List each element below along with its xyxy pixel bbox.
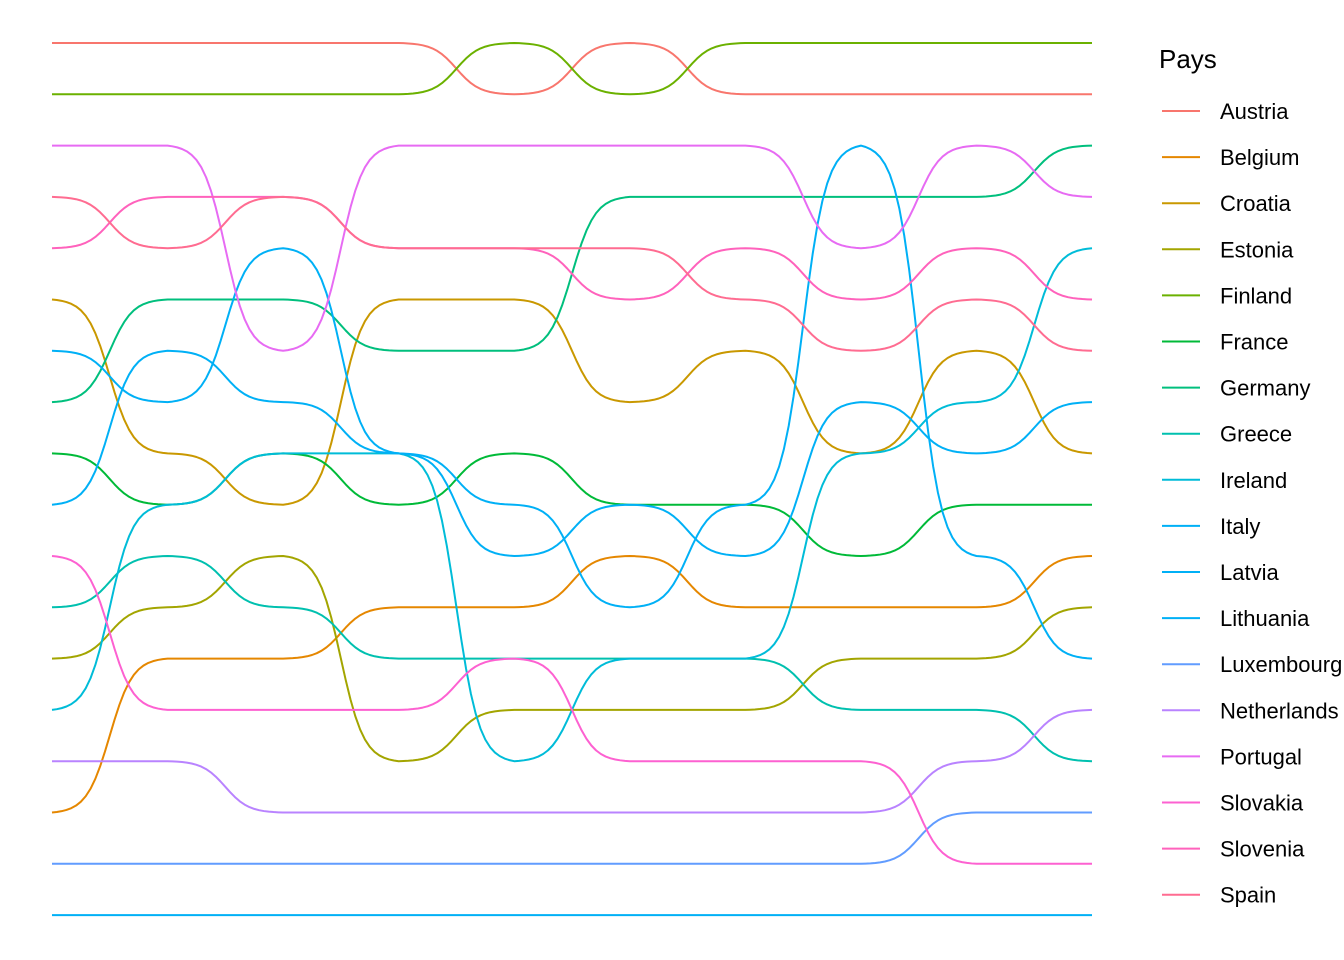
legend-label: Luxembourg [1220, 652, 1342, 677]
legend-item-france: France [1162, 330, 1288, 355]
legend-item-germany: Germany [1162, 376, 1310, 401]
legend-item-spain: Spain [1162, 883, 1276, 908]
legend-label: Finland [1220, 283, 1292, 308]
legend-label: Germany [1220, 376, 1310, 401]
series-line-greece [51, 555, 1093, 763]
legend-item-portugal: Portugal [1162, 744, 1302, 769]
legend-item-austria: Austria [1162, 99, 1289, 124]
series-line-luxembourg [52, 811, 1092, 865]
legend-item-italy: Italy [1162, 514, 1260, 539]
series-line-portugal [52, 144, 1093, 352]
legend-label: Latvia [1220, 560, 1279, 585]
legend-label: Estonia [1220, 237, 1294, 262]
legend-item-belgium: Belgium [1162, 145, 1299, 170]
series-line-ireland [51, 247, 1093, 763]
series-line-netherlands [52, 708, 1093, 814]
series-line-spain [51, 195, 1093, 352]
series-line-slovakia [51, 555, 1092, 865]
legend-label: Croatia [1220, 191, 1292, 216]
legend-label: Lithuania [1220, 606, 1310, 631]
legend-label: Slovakia [1220, 791, 1304, 816]
legend-label: Austria [1220, 99, 1289, 124]
series-line-belgium [51, 555, 1093, 814]
legend-item-netherlands: Netherlands [1162, 698, 1339, 723]
legend-item-ireland: Ireland [1162, 468, 1287, 493]
legend-label: Belgium [1220, 145, 1299, 170]
series-line-finland [52, 42, 1092, 96]
legend-label: Netherlands [1220, 698, 1339, 723]
legend-item-slovakia: Slovakia [1162, 791, 1304, 816]
series-line-italy [51, 349, 1093, 557]
legend-label: Italy [1220, 514, 1260, 539]
series-line-france [51, 452, 1092, 557]
legend-label: Slovenia [1220, 837, 1305, 862]
series-line-croatia [51, 298, 1093, 506]
legend-item-croatia: Croatia [1162, 191, 1292, 216]
series-line-latvia [51, 144, 1093, 660]
legend-item-luxembourg: Luxembourg [1162, 652, 1342, 677]
legend: Pays Austria Belgium Croatia Estonia Finland… [1159, 44, 1342, 908]
plot-panel [51, 42, 1093, 917]
legend-title: Pays [1159, 44, 1217, 74]
legend-item-lithuania: Lithuania [1162, 606, 1310, 631]
legend-label: Ireland [1220, 468, 1287, 493]
series-line-slovenia [51, 195, 1093, 301]
legend-item-estonia: Estonia [1162, 237, 1294, 262]
legend-item-latvia: Latvia [1162, 560, 1279, 585]
legend-label: Greece [1220, 422, 1292, 447]
legend-item-greece: Greece [1162, 422, 1292, 447]
legend-label: Portugal [1220, 744, 1302, 769]
legend-item-finland: Finland [1162, 283, 1292, 308]
legend-label: France [1220, 330, 1288, 355]
legend-keys: Austria Belgium Croatia Estonia Finland Franc… [1162, 99, 1342, 908]
legend-label: Spain [1220, 883, 1276, 908]
legend-item-slovenia: Slovenia [1162, 837, 1305, 862]
